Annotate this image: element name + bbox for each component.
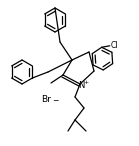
Text: N: N — [78, 81, 84, 91]
Text: Br: Br — [41, 94, 51, 104]
Text: +: + — [83, 80, 89, 85]
Text: −: − — [52, 97, 58, 106]
Text: Cl: Cl — [111, 41, 118, 50]
